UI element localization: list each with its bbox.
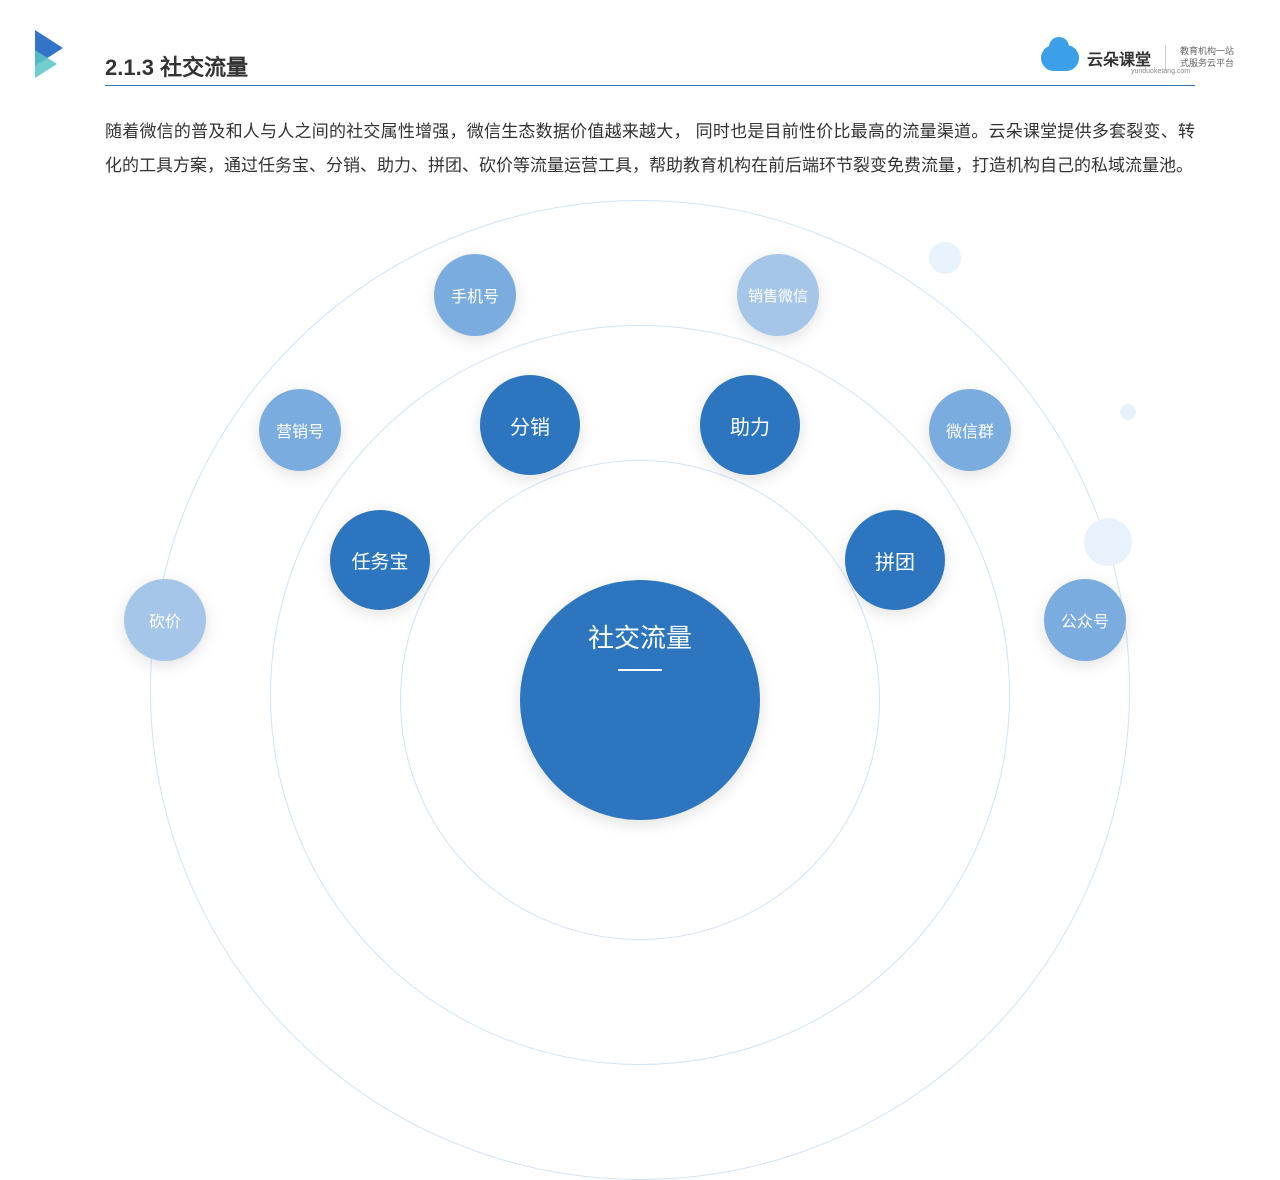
logo-tagline: 教育机构一站式服务云平台	[1180, 46, 1240, 69]
outer-node: 微信群	[929, 389, 1011, 471]
logo-text: 云朵课堂	[1087, 46, 1151, 70]
outer-node: 公众号	[1044, 579, 1126, 661]
section-number: 2.1.3	[105, 55, 154, 80]
decorative-dot	[1084, 518, 1132, 566]
header-triangle-icon-2	[35, 50, 57, 78]
brand-logo: 云朵课堂 yunduoketang.com 教育机构一站式服务云平台	[1041, 45, 1240, 71]
logo-subtext: yunduoketang.com	[1131, 68, 1190, 75]
center-node: 社交流量	[520, 580, 760, 820]
inner-node: 助力	[700, 375, 800, 475]
title-underline	[105, 85, 1195, 86]
decorative-dot	[929, 242, 961, 274]
section-title-text: 社交流量	[160, 55, 248, 80]
decorative-dot	[1120, 404, 1136, 420]
outer-node: 手机号	[434, 254, 516, 336]
center-underline	[618, 669, 662, 671]
inner-node: 分销	[480, 375, 580, 475]
center-node-label: 社交流量	[588, 618, 692, 655]
outer-node: 销售微信	[737, 254, 819, 336]
cloud-icon	[1041, 45, 1079, 71]
body-paragraph: 随着微信的普及和人与人之间的社交属性增强，微信生态数据价值越来越大， 同时也是目…	[105, 115, 1195, 183]
inner-node: 任务宝	[330, 510, 430, 610]
outer-node: 砍价	[124, 579, 206, 661]
outer-node: 营销号	[259, 389, 341, 471]
radial-diagram: 社交流量 任务宝分销 助力拼团砍价 营销号 手机号 销售微信微信群公众号	[0, 240, 1280, 720]
section-title: 2.1.3 社交流量	[105, 50, 248, 82]
inner-node: 拼团	[845, 510, 945, 610]
